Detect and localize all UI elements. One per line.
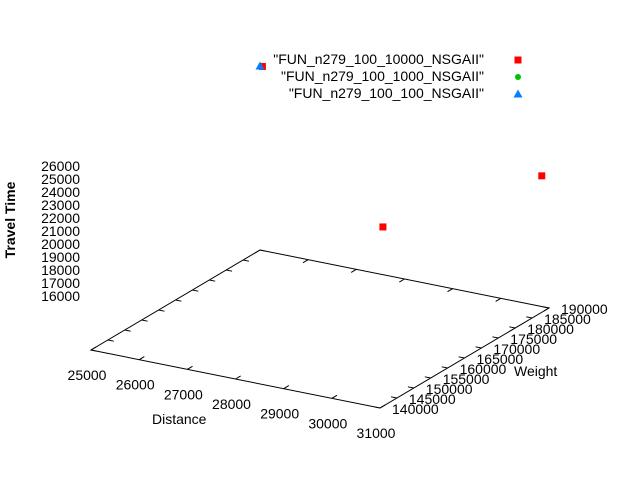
- x-tick-mark-back: [302, 259, 309, 264]
- y-tick-mark: [543, 306, 550, 309]
- x-tick-mark-back: [447, 288, 453, 293]
- x-tick-mark-back: [495, 297, 502, 302]
- x-tick-mark: [138, 356, 145, 361]
- y-tick-mark-back: [124, 329, 131, 332]
- x-tick-label: 25000: [68, 367, 107, 383]
- y-axis-label: Weight: [514, 363, 557, 379]
- legend-marker: [513, 89, 523, 98]
- y-tick-mark: [407, 386, 414, 389]
- y-tick-label: 175000: [510, 331, 557, 347]
- y-tick-label: 150000: [426, 381, 473, 397]
- x-tick-mark: [331, 394, 338, 399]
- z-tick-label: 25000: [41, 171, 80, 187]
- y-tick-mark: [492, 336, 499, 339]
- axis-labels: Distance Weight Travel Time: [2, 181, 557, 427]
- y-tick-mark-back: [243, 259, 250, 262]
- y-tick-mark: [441, 366, 448, 369]
- x-tick-mark-back: [350, 268, 357, 273]
- y-tick-mark-back: [158, 309, 165, 312]
- x-tick-mark-back: [543, 307, 550, 312]
- x-tick-label: 30000: [308, 415, 347, 431]
- y-tick-mark: [458, 356, 465, 359]
- z-tick-label: 22000: [41, 210, 80, 226]
- y-tick-mark-back: [209, 279, 216, 282]
- legend-label: "FUN_n279_100_10000_NSGAII": [273, 51, 484, 67]
- y-tick-label: 140000: [392, 401, 439, 417]
- x-tick-label: 28000: [212, 396, 251, 412]
- z-axis-label: Travel Time: [2, 181, 18, 258]
- y-tick-label: 160000: [460, 361, 507, 377]
- y-tick-mark-back: [107, 339, 114, 342]
- y-tick-label: 170000: [493, 341, 540, 357]
- y-tick-label: 155000: [443, 371, 490, 387]
- x-tick-mark-back: [399, 278, 405, 283]
- legend-label: "FUN_n279_100_1000_NSGAII": [281, 68, 484, 84]
- x-tick-mark-back: [254, 249, 261, 254]
- data-point: [255, 61, 265, 70]
- x-axis-label: Distance: [152, 411, 207, 427]
- x-tick-mark: [379, 404, 386, 409]
- z-tick-label: 19000: [41, 249, 80, 265]
- x-tick-mark: [90, 346, 97, 351]
- y-tick-mark: [509, 326, 516, 329]
- legend-marker: [515, 74, 521, 80]
- y-tick-mark-back: [192, 289, 199, 292]
- z-tick-label: 18000: [41, 262, 80, 278]
- y-tick-mark: [526, 316, 533, 319]
- y-tick-mark-back: [259, 249, 266, 252]
- legend-marker: [514, 56, 522, 64]
- y-tick-mark: [390, 396, 397, 399]
- z-tick-label: 23000: [41, 197, 80, 213]
- z-tick-label: 21000: [41, 223, 80, 239]
- x-tick-label: 26000: [116, 377, 155, 393]
- z-tick-label: 20000: [41, 236, 80, 252]
- y-tick-mark-back: [226, 269, 233, 272]
- y-tick-label: 185000: [544, 311, 591, 327]
- z-tick-label: 16000: [41, 288, 80, 304]
- x-tick-label: 27000: [164, 386, 203, 402]
- y-tick-label: 165000: [477, 351, 524, 367]
- z-tick-label: 24000: [41, 184, 80, 200]
- legend: "FUN_n279_100_10000_NSGAII""FUN_n279_100…: [273, 51, 523, 101]
- x-tick-mark: [235, 375, 241, 380]
- y-tick-mark: [424, 376, 431, 379]
- y-tick-mark-back: [175, 299, 182, 302]
- z-tick-label: 17000: [41, 275, 80, 291]
- x-tick-label: 31000: [357, 425, 396, 441]
- y-tick-mark-back: [90, 349, 97, 352]
- y-tick-label: 145000: [409, 391, 456, 407]
- legend-label: "FUN_n279_100_100_NSGAII": [289, 85, 484, 101]
- x-tick-mark: [187, 365, 193, 370]
- y-tick-label: 190000: [561, 301, 608, 317]
- z-tick-label: 26000: [41, 158, 80, 174]
- y-tick-label: 180000: [527, 321, 574, 337]
- y-tick-mark: [475, 346, 482, 349]
- x-tick-label: 29000: [260, 406, 299, 422]
- data-point: [538, 172, 546, 180]
- x-tick-mark: [283, 385, 290, 390]
- axis-ticks: 2500026000270002800029000300003100014000…: [41, 158, 608, 441]
- data-point: [379, 223, 387, 231]
- y-tick-mark-back: [141, 319, 148, 322]
- data-points: [255, 61, 546, 231]
- y-tick-mark: [374, 406, 381, 409]
